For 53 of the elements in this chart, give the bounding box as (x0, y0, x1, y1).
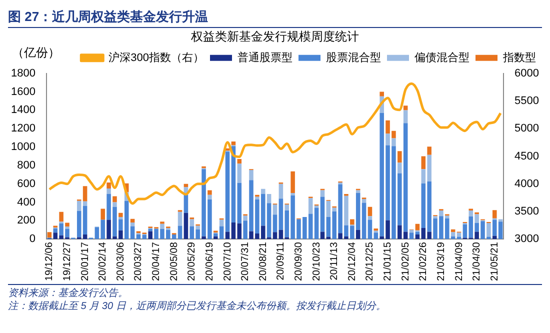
y-tick-label: 1400 (10, 104, 36, 116)
legend-label: 沪深300指数（右） (108, 50, 204, 64)
x-tick-label: 20/05/08 (168, 242, 180, 282)
y-tick-label: 1600 (10, 86, 36, 98)
y2-tick-label: 4500 (514, 150, 540, 162)
y-tick-label: 200 (17, 214, 36, 227)
x-tick-label: 20/06/19 (204, 242, 216, 282)
y2-tick-label: 4000 (514, 178, 540, 190)
legend-label: 普通股票型 (238, 50, 292, 64)
x-tick-label: 20/02/14 (98, 242, 109, 282)
y-tick-label: 1200 (10, 122, 36, 135)
x-tick-label: 20/10/23 (311, 242, 322, 282)
y2-tick-label: 5000 (514, 122, 540, 135)
x-tick-label: 20/11/13 (329, 242, 340, 280)
chart-title: 图 27：近几周权益类基金发行升温 (8, 8, 542, 28)
x-tick-label: 21/05/21 (489, 242, 500, 282)
x-tick-label: 21/04/30 (472, 242, 483, 282)
legend-label: 股票混合型 (326, 50, 381, 64)
x-tick-label: 20/07/31 (240, 242, 252, 282)
x-tick-label: 20/07/10 (222, 242, 234, 282)
y-tick-label: 800 (17, 159, 36, 172)
x-tick-label: 21/01/15 (382, 242, 394, 282)
legend-label: 指数型 (502, 52, 536, 64)
x-tick-label: 21/04/09 (454, 242, 465, 282)
y2-tick-label: 6000 (514, 67, 540, 80)
chart-subtitle: 权益类新基金发行规模周度统计 (190, 30, 359, 44)
y-tick-label: 1800 (10, 67, 36, 80)
y-tick-label: 400 (17, 196, 36, 208)
x-tick-label: 20/12/25 (364, 242, 376, 282)
x-tick-label: 19/12/06 (44, 242, 56, 282)
x-tick-label: 21/03/19 (436, 242, 447, 282)
x-tick-label: 20/01/17 (80, 242, 91, 282)
text: 资料来源：基金发行公告。 (8, 287, 129, 300)
text: 注：数据截止至 5 月 30 日，近两周部分已发行基金未公布份额。按发行截止日划分。 (8, 300, 387, 313)
x-tick-label: 20/05/29 (186, 242, 198, 282)
y2-tick-label: 5500 (514, 95, 540, 108)
y-axis-title: （亿份） (12, 46, 60, 60)
x-tick-label: 20/12/04 (346, 242, 358, 282)
y2-tick-label: 3500 (514, 205, 540, 218)
x-tick-label: 21/02/05 (400, 242, 412, 282)
x-tick-label: 20/03/06 (115, 242, 126, 282)
x-tick-label: 20/04/17 (151, 242, 162, 282)
y-tick-label: 600 (17, 178, 36, 190)
x-tick-label: 20/08/21 (258, 242, 269, 282)
y-tick-label: 0 (29, 233, 36, 246)
x-tick-label: 20/09/30 (293, 242, 304, 282)
x-tick-label: 20/09/11 (276, 242, 287, 280)
legend-label: 偏债混合型 (414, 50, 470, 64)
x-tick-label: 21/02/26 (418, 242, 430, 282)
y2-tick-label: 3000 (514, 233, 540, 246)
y-tick-label: 1000 (10, 141, 36, 154)
x-tick-label: 20/03/27 (133, 242, 144, 282)
x-tick-label: 19/12/27 (62, 242, 73, 282)
